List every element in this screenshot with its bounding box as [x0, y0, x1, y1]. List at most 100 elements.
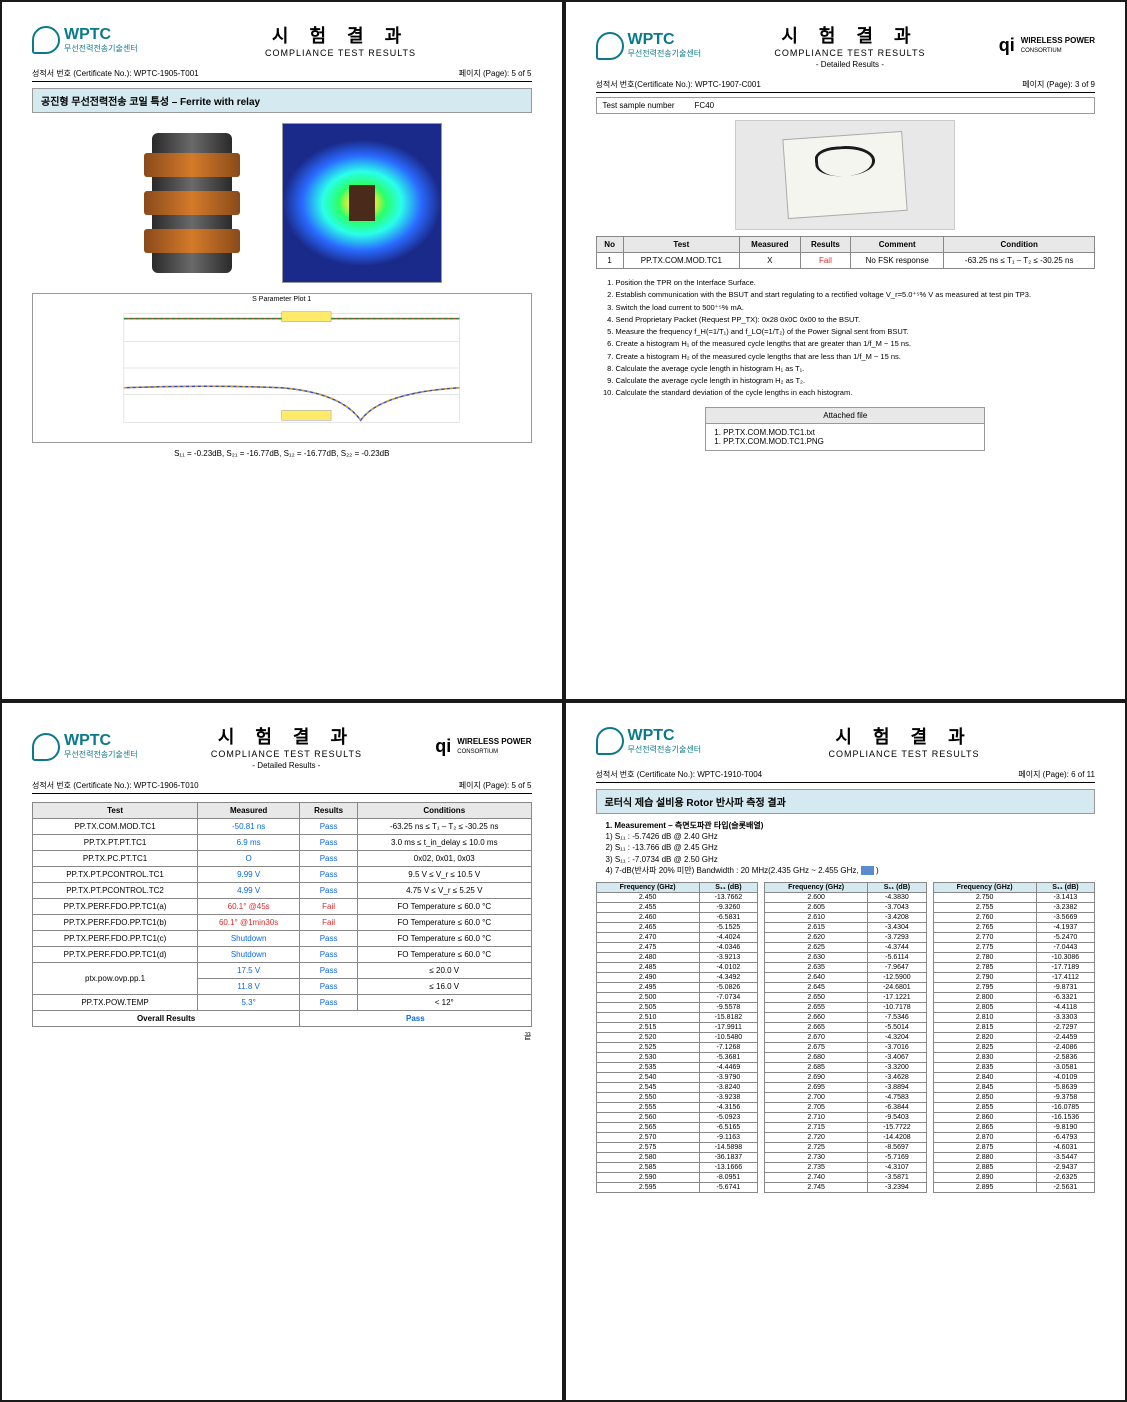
cell-result: Pass: [300, 947, 358, 963]
freq-cell: -24.6801: [868, 982, 926, 992]
table-row: PP.TX.COM.MOD.TC1-50.81 nsPass-63.25 ns …: [33, 819, 532, 835]
logo-sub: 무선전력전송기술센터: [628, 48, 702, 59]
frequency-tables: Frequency (GHz)S₁₁ (dB)2.450-13.76622.45…: [596, 882, 1096, 1193]
freq-cell: -6.3321: [1036, 992, 1094, 1002]
logo-sub: 무선전력전송기술센터: [64, 43, 138, 54]
freq-cell: 2.860: [933, 1112, 1036, 1122]
freq-row: 2.485-4.0102: [596, 962, 758, 972]
freq-cell: -3.4208: [868, 912, 926, 922]
cell-result: Pass: [300, 979, 358, 995]
freq-row: 2.825-2.4086: [933, 1042, 1095, 1052]
logo-sub: 무선전력전송기술센터: [628, 744, 702, 755]
freq-cell: -9.3260: [699, 902, 757, 912]
freq-cell: -3.5447: [1036, 1152, 1094, 1162]
freq-cell: -14.4208: [868, 1132, 926, 1142]
freq-cell: -9.1163: [699, 1132, 757, 1142]
freq-cell: 2.645: [765, 982, 868, 992]
freq-cell: -3.7016: [868, 1042, 926, 1052]
freq-cell: 2.580: [596, 1152, 699, 1162]
freq-row: 2.530-5.3681: [596, 1052, 758, 1062]
logo-swirl-icon: [32, 26, 60, 54]
freq-cell: -17.4112: [1036, 972, 1094, 982]
freq-cell: -2.6325: [1036, 1172, 1094, 1182]
freq-row: 2.645-24.6801: [765, 982, 927, 992]
cell-test: PP.TX.PT.PT.TC1: [33, 835, 198, 851]
title-block: 시 험 결 과 COMPLIANCE TEST RESULTS - Detail…: [150, 723, 424, 770]
freq-cell: -4.3744: [868, 942, 926, 952]
freq-cell: -17.1221: [868, 992, 926, 1002]
cert-row: 성적서 번호 (Certificate No.): WPTC-1910-T004…: [596, 767, 1096, 783]
cell-result: Pass: [300, 819, 358, 835]
freq-row: 2.805-4.4118: [933, 1002, 1095, 1012]
freq-row: 2.595-5.6741: [596, 1182, 758, 1192]
freq-cell: -3.5871: [868, 1172, 926, 1182]
col-header: Measured: [198, 803, 300, 819]
freq-cell: -6.4793: [1036, 1132, 1094, 1142]
freq-cell: -4.1937: [1036, 922, 1094, 932]
freq-row: 2.555-4.3156: [596, 1102, 758, 1112]
freq-cell: 2.810: [933, 1012, 1036, 1022]
cell-condition: ≤ 20.0 V: [358, 963, 531, 979]
freq-row: 2.545-3.8240: [596, 1082, 758, 1092]
freq-cell: 2.655: [765, 1002, 868, 1012]
freq-cell: -16.0785: [1036, 1102, 1094, 1112]
freq-cell: 2.490: [596, 972, 699, 982]
cell-measured: Shutdown: [198, 947, 300, 963]
freq-cell: -7.1268: [699, 1042, 757, 1052]
cell-measured: 4.99 V: [198, 883, 300, 899]
cell-test: PP.TX.PT.PCONTROL.TC1: [33, 867, 198, 883]
freq-row: 2.705-6.3844: [765, 1102, 927, 1112]
cell-condition: 4.75 V ≤ V_r ≤ 5.25 V: [358, 883, 531, 899]
cell-test: PP.TX.COM.MOD.TC1: [623, 253, 739, 269]
logo-swirl-icon: [32, 733, 60, 761]
freq-row: 2.515-17.9911: [596, 1022, 758, 1032]
freq-cell: 2.755: [933, 902, 1036, 912]
freq-cell: 2.485: [596, 962, 699, 972]
freq-cell: -17.9911: [699, 1022, 757, 1032]
freq-row: 2.700-4.7583: [765, 1092, 927, 1102]
freq-cell: -10.5480: [699, 1032, 757, 1042]
freq-cell: 2.845: [933, 1082, 1036, 1092]
freq-row: 2.630-5.6114: [765, 952, 927, 962]
overall-row: Overall ResultsPass: [33, 1011, 532, 1027]
panel-detailed-table: WPTC 무선전력전송기술센터 시 험 결 과 COMPLIANCE TEST …: [0, 701, 564, 1402]
freq-cell: 2.595: [596, 1182, 699, 1192]
title-block: 시 험 결 과 COMPLIANCE TEST RESULTS: [713, 723, 1095, 759]
overall-value: Pass: [300, 1011, 531, 1027]
col-header: Conditions: [358, 803, 531, 819]
header: WPTC 무선전력전송기술센터 시 험 결 과 COMPLIANCE TEST …: [32, 723, 532, 770]
freq-row: 2.730-5.7169: [765, 1152, 927, 1162]
freq-row: 2.670-4.3204: [765, 1032, 927, 1042]
freq-cell: -3.4304: [868, 922, 926, 932]
page-no: 페이지 (Page): 3 of 9: [1022, 79, 1095, 90]
image-row: [32, 123, 532, 283]
freq-row: 2.625-4.3744: [765, 942, 927, 952]
freq-cell: 2.600: [765, 892, 868, 902]
freq-cell: 2.825: [933, 1042, 1036, 1052]
freq-cell: -4.3156: [699, 1102, 757, 1112]
freq-cell: 2.480: [596, 952, 699, 962]
table-row: PP.TX.PERF.FDO.PP.TC1(b)60.1° @1min30sFa…: [33, 915, 532, 931]
freq-row: 2.760-3.5669: [933, 912, 1095, 922]
freq-row: 2.535-4.4469: [596, 1062, 758, 1072]
footer-end: 끝: [32, 1031, 532, 1042]
freq-row: 2.580-36.1837: [596, 1152, 758, 1162]
freq-cell: 2.890: [933, 1172, 1036, 1182]
instruction-item: Calculate the standard deviation of the …: [616, 387, 1096, 398]
cell-measured: 6.9 ms: [198, 835, 300, 851]
cell-test: PP.TX.PERF.FDO.PP.TC1(a): [33, 899, 198, 915]
freq-cell: 2.800: [933, 992, 1036, 1002]
freq-row: 2.795-9.8731: [933, 982, 1095, 992]
sparam-chart: S Parameter Plot 1: [32, 293, 532, 443]
col-header: Frequency (GHz): [933, 882, 1036, 892]
freq-row: 2.855-16.0785: [933, 1102, 1095, 1112]
freq-row: 2.710-9.5403: [765, 1112, 927, 1122]
freq-cell: 2.880: [933, 1152, 1036, 1162]
freq-cell: -2.9437: [1036, 1162, 1094, 1172]
logo-text: WPTC: [628, 728, 702, 744]
table-row: 1 PP.TX.COM.MOD.TC1 X Fail No FSK respon…: [596, 253, 1095, 269]
freq-cell: 2.750: [933, 892, 1036, 902]
freq-cell: 2.650: [765, 992, 868, 1002]
freq-cell: 2.570: [596, 1132, 699, 1142]
freq-row: 2.590-8.0951: [596, 1172, 758, 1182]
